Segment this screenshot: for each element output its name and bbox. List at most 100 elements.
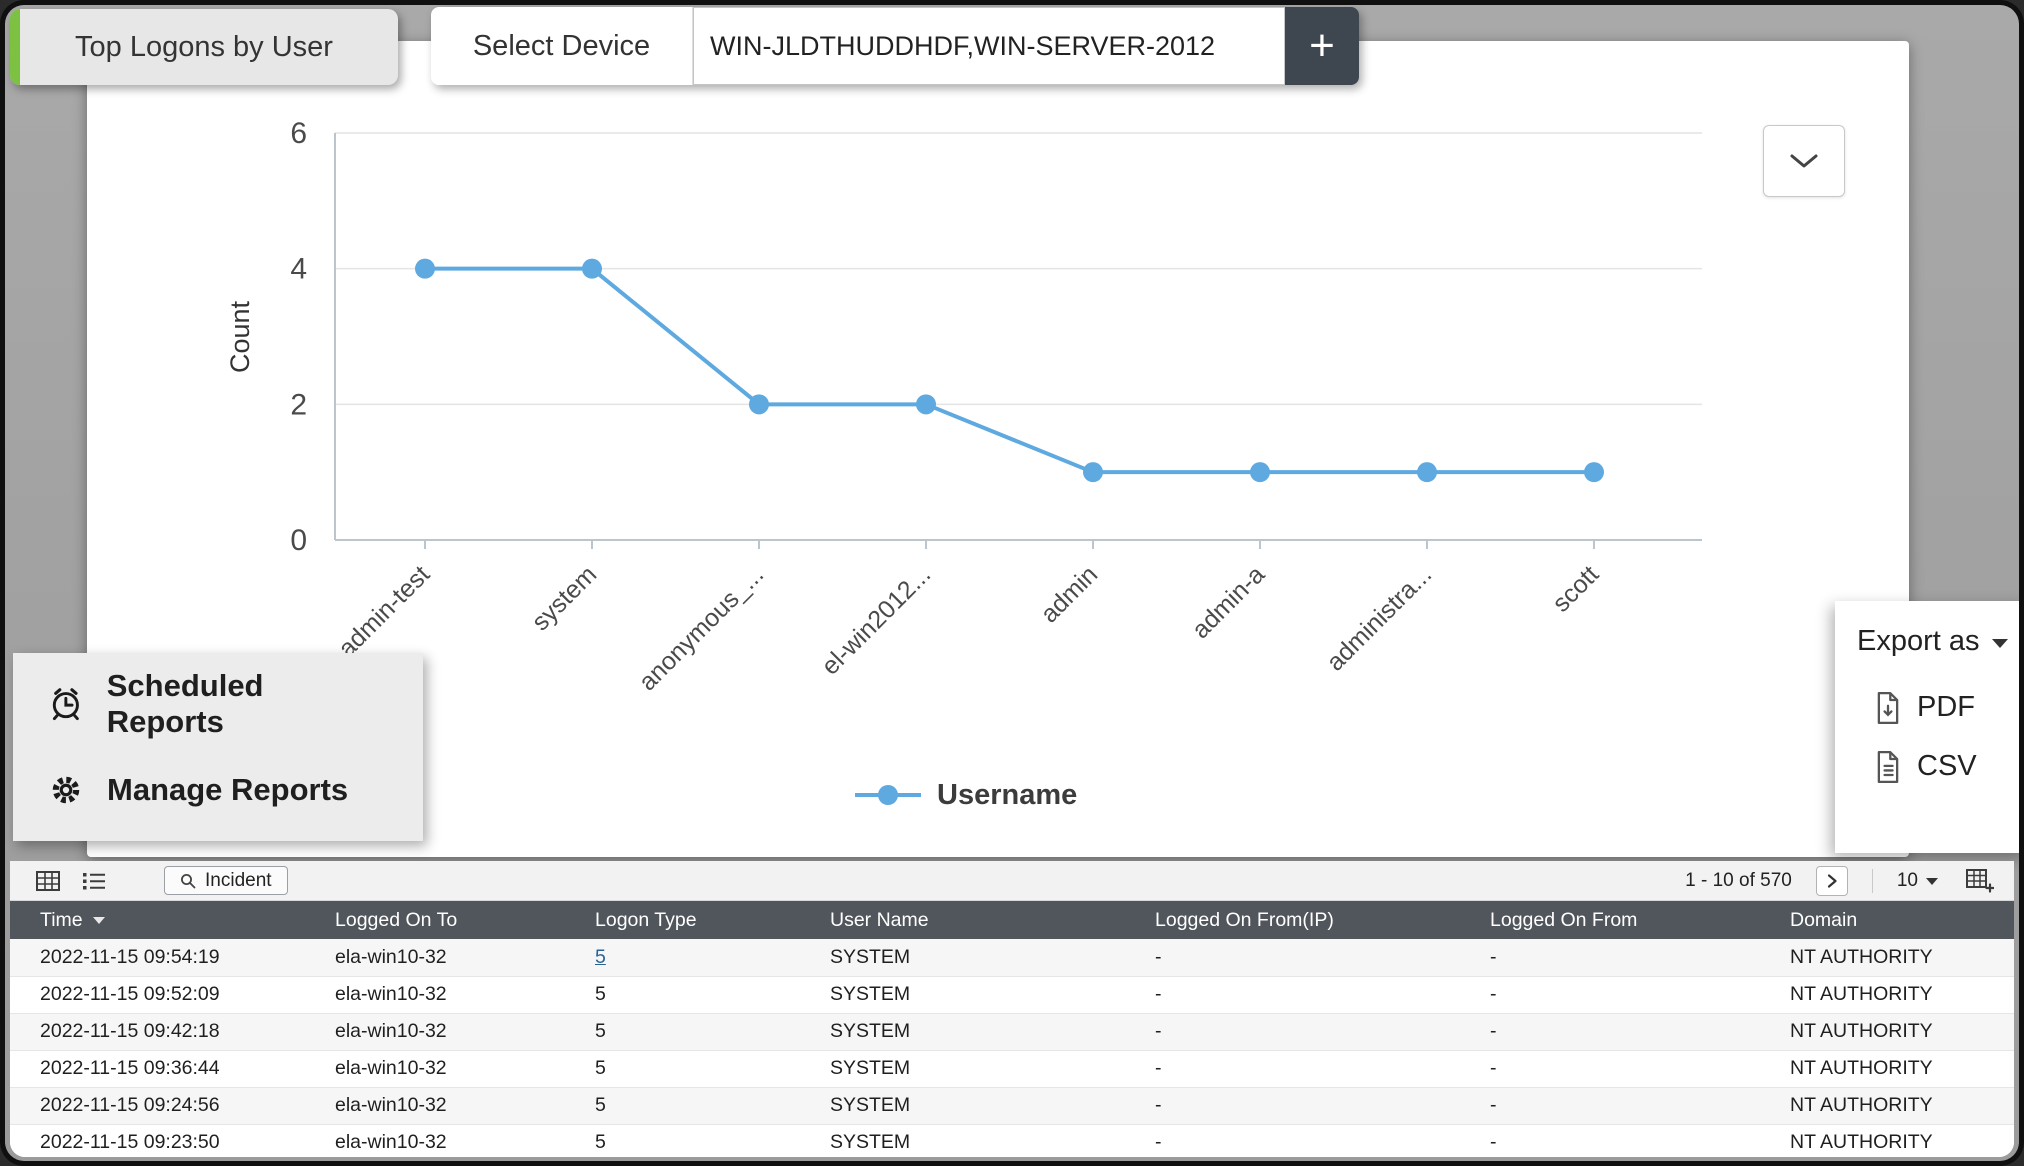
- table-cell: SYSTEM: [800, 976, 1125, 1014]
- results-toolbar: Incident 1 - 10 of 570 10: [10, 861, 2014, 901]
- next-page-button[interactable]: [1815, 865, 1848, 896]
- column-header-label: Time: [40, 908, 83, 931]
- logon-type-link[interactable]: 5: [595, 945, 606, 968]
- svg-text:Count: Count: [225, 300, 255, 373]
- table-row[interactable]: 2022-11-15 09:52:09 ela-win10-32 5 SYSTEM - -…: [10, 976, 2014, 1014]
- table-cell: -: [1125, 1124, 1460, 1157]
- table-cell: -: [1460, 1124, 1760, 1157]
- tab-accent-bar: [10, 9, 20, 85]
- column-header-label: Logon Type: [595, 908, 697, 931]
- reports-menu: Scheduled Reports Manage Reports: [13, 653, 423, 841]
- column-header-logged-on-to[interactable]: Logged On To: [305, 901, 565, 939]
- chart-legend: Username: [855, 777, 1077, 813]
- export-option-label: CSV: [1917, 750, 1977, 782]
- select-device-button[interactable]: Select Device: [431, 7, 693, 85]
- chevron-down-icon: [1991, 639, 2008, 648]
- column-header-label: Domain: [1790, 908, 1858, 931]
- csv-file-icon: [1877, 750, 1899, 783]
- list-view-icon: [83, 872, 105, 889]
- table-cell: 2022-11-15 09:36:44: [10, 1050, 305, 1088]
- dimmed-background: 0 2 4 6 Count admin-test system anonymous_... el…: [5, 5, 2019, 1161]
- table-cell: SYSTEM: [800, 1087, 1125, 1125]
- menu-item-scheduled-reports[interactable]: Scheduled Reports: [13, 668, 423, 739]
- table-cell: ela-win10-32: [305, 1050, 565, 1088]
- grid-view-button[interactable]: [30, 866, 66, 896]
- column-header-logon-type[interactable]: Logon Type: [565, 901, 800, 939]
- add-device-button[interactable]: +: [1285, 7, 1359, 85]
- table-cell: ela-win10-32: [305, 1124, 565, 1157]
- table-header-row: Time Logged On To Logon Type User Name L…: [10, 901, 2014, 939]
- svg-text:4: 4: [290, 253, 307, 286]
- table-cell: NT AUTHORITY: [1760, 1124, 2014, 1157]
- grid-view-icon: [36, 870, 60, 891]
- legend-label: Username: [937, 778, 1078, 811]
- column-header-label: Logged On From: [1490, 908, 1638, 931]
- menu-item-label: Scheduled Reports: [106, 668, 264, 739]
- column-header-logged-on-from[interactable]: Logged On From: [1460, 901, 1760, 939]
- export-as-button[interactable]: Export as: [1835, 601, 2019, 678]
- table-cell: 5: [565, 939, 800, 977]
- table-cell: SYSTEM: [800, 1124, 1125, 1157]
- export-pdf-option[interactable]: PDF: [1835, 678, 2019, 737]
- export-as-label: Export as: [1857, 625, 1980, 657]
- column-header-domain[interactable]: Domain: [1760, 901, 2014, 939]
- table-row[interactable]: 2022-11-15 09:36:44 ela-win10-32 5 SYSTEM - -…: [10, 1050, 2014, 1088]
- incident-button[interactable]: Incident: [164, 866, 288, 895]
- table-cell: ela-win10-32: [305, 976, 565, 1014]
- table-cell: -: [1460, 1087, 1760, 1125]
- svg-text:6: 6: [290, 117, 307, 150]
- column-chooser-button[interactable]: [1966, 868, 1994, 893]
- chevron-down-icon: [1926, 878, 1938, 885]
- page-size-dropdown[interactable]: 10: [1897, 870, 1938, 892]
- svg-text:admin: admin: [1035, 560, 1103, 628]
- table-cell: NT AUTHORITY: [1760, 976, 2014, 1014]
- table-cell: 2022-11-15 09:24:56: [10, 1087, 305, 1125]
- table-row[interactable]: 2022-11-15 09:23:50 ela-win10-32 5 SYSTEM - -…: [10, 1124, 2014, 1157]
- column-header-label: Logged On From(IP): [1155, 908, 1334, 931]
- chevron-right-icon: [1827, 873, 1837, 888]
- table-cell: 2022-11-15 09:54:19: [10, 939, 305, 977]
- table-cell: 5: [565, 1013, 800, 1051]
- table-cell: 5: [565, 1124, 800, 1157]
- magnifier-icon: [181, 873, 196, 888]
- column-header-user-name[interactable]: User Name: [800, 901, 1125, 939]
- table-cell: NT AUTHORITY: [1760, 1013, 2014, 1051]
- export-menu: Export as PDF CSV: [1835, 601, 2019, 853]
- table-cell: -: [1125, 939, 1460, 977]
- table-row[interactable]: 2022-11-15 09:54:19 ela-win10-32 5 SYSTEM - -…: [10, 939, 2014, 977]
- column-header-logged-on-from-ip[interactable]: Logged On From(IP): [1125, 901, 1460, 939]
- column-header-time[interactable]: Time: [10, 901, 305, 939]
- export-csv-option[interactable]: CSV: [1835, 737, 2019, 796]
- table-cell: -: [1460, 976, 1760, 1014]
- table-cell: NT AUTHORITY: [1760, 1087, 2014, 1125]
- report-tab[interactable]: Top Logons by User: [10, 9, 398, 85]
- table-cell: NT AUTHORITY: [1760, 1050, 2014, 1088]
- table-cell: ela-win10-32: [305, 939, 565, 977]
- menu-item-label: Manage Reports: [107, 772, 349, 807]
- table-cell: 2022-11-15 09:52:09: [10, 976, 305, 1014]
- table-cell: 2022-11-15 09:42:18: [10, 1013, 305, 1051]
- table-row[interactable]: 2022-11-15 09:24:56 ela-win10-32 5 SYSTEM - -…: [10, 1087, 2014, 1125]
- column-chooser-icon: [1966, 868, 1994, 893]
- svg-text:anonymous_...: anonymous_...: [633, 560, 769, 696]
- pagination-text: 1 - 10 of 570: [1685, 869, 1792, 891]
- table-row[interactable]: 2022-11-15 09:42:18 ela-win10-32 5 SYSTEM - -…: [10, 1013, 2014, 1051]
- table-cell: ela-win10-32: [305, 1013, 565, 1051]
- column-header-label: Logged On To: [335, 908, 458, 931]
- column-header-label: User Name: [830, 908, 929, 931]
- svg-text:scott: scott: [1547, 560, 1604, 617]
- menu-item-manage-reports[interactable]: Manage Reports: [13, 755, 423, 825]
- table-cell: 5: [565, 976, 800, 1014]
- export-option-label: PDF: [1917, 691, 1975, 723]
- collapse-chart-button[interactable]: [1763, 125, 1845, 197]
- table-cell: -: [1125, 1050, 1460, 1088]
- table-cell: -: [1460, 1013, 1760, 1051]
- results-panel: Incident 1 - 10 of 570 10: [10, 861, 2014, 1157]
- svg-text:system: system: [526, 560, 602, 636]
- table-cell: 5: [565, 1050, 800, 1088]
- device-input[interactable]: [693, 7, 1285, 85]
- list-view-button[interactable]: [76, 866, 112, 896]
- table-cell: NT AUTHORITY: [1760, 939, 2014, 977]
- toolbar-divider: [1871, 868, 1873, 893]
